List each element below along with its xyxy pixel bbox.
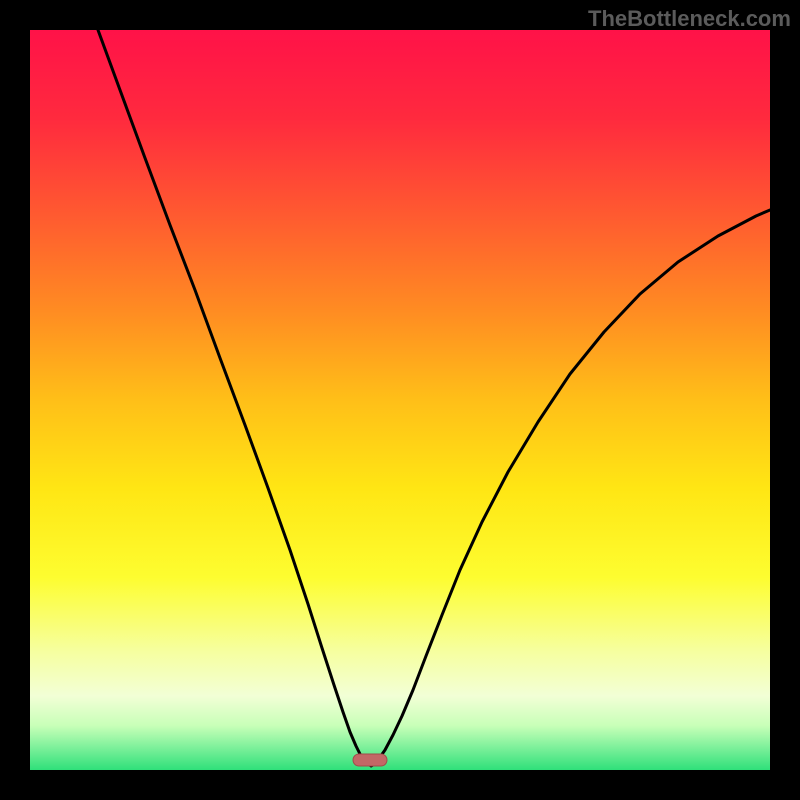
plot-area (30, 30, 770, 770)
bottleneck-curve (98, 30, 770, 766)
optimal-marker (353, 754, 387, 766)
curve-chart (30, 30, 770, 770)
watermark-text: TheBottleneck.com (588, 6, 791, 32)
stage: TheBottleneck.com (0, 0, 800, 800)
